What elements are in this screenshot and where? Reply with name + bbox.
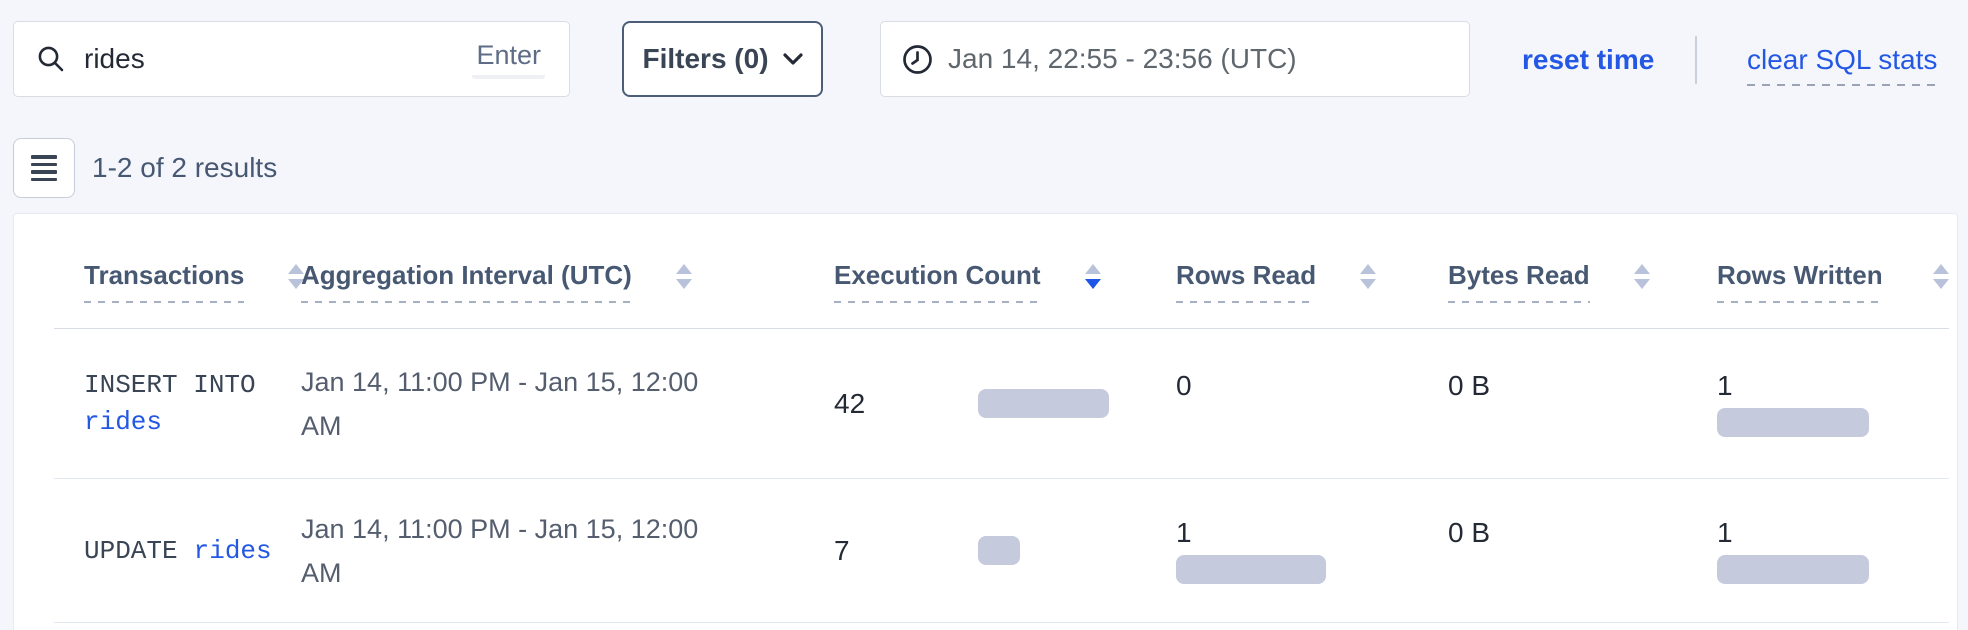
time-range-label: Jan 14, 22:55 - 23:56 (UTC) bbox=[948, 43, 1297, 74]
rows-written-bar bbox=[1717, 554, 1869, 584]
execution-count-bar bbox=[978, 389, 1109, 418]
cell-execution-count: 7 bbox=[834, 479, 1176, 622]
rows-read-bar bbox=[1176, 554, 1326, 584]
column-header-aggregation-interval[interactable]: Aggregation Interval (UTC) bbox=[301, 260, 834, 303]
cell-bytes-read: 0 B bbox=[1448, 516, 1491, 548]
filters-button[interactable]: Filters (0) bbox=[622, 21, 823, 97]
time-range-selector[interactable]: Jan 14, 22:55 - 23:56 (UTC) bbox=[880, 21, 1470, 97]
table-name-link[interactable]: rides bbox=[84, 407, 163, 437]
sort-icon[interactable] bbox=[1360, 264, 1377, 289]
sort-icon[interactable] bbox=[1633, 264, 1650, 289]
clock-icon bbox=[901, 43, 934, 76]
reset-time-link[interactable]: reset time bbox=[1522, 44, 1655, 75]
rows-written-bar bbox=[1717, 407, 1869, 437]
cell-transaction: UPDATE rides bbox=[84, 479, 301, 622]
chevron-down-icon bbox=[782, 52, 803, 66]
cell-rows-read: 0 bbox=[1176, 369, 1192, 401]
column-selector-button[interactable] bbox=[13, 138, 75, 198]
filters-label: Filters (0) bbox=[642, 43, 769, 74]
table-row: INSERT INTO rides Jan 14, 11:00 PM - Jan… bbox=[54, 329, 1949, 479]
results-count: 1-2 of 2 results bbox=[92, 152, 278, 183]
sort-icon[interactable] bbox=[1933, 264, 1949, 289]
cell-execution-count: 42 bbox=[834, 329, 1176, 478]
table-name-link[interactable]: rides bbox=[193, 535, 272, 566]
column-selector-icon bbox=[31, 155, 57, 181]
cell-bytes-read: 0 B bbox=[1448, 369, 1491, 401]
column-header-transactions[interactable]: Transactions bbox=[84, 260, 305, 303]
execution-count-bar bbox=[978, 536, 1020, 565]
search-input[interactable]: rides Enter bbox=[13, 21, 570, 97]
table-row: UPDATE rides Jan 14, 11:00 PM - Jan 15, … bbox=[54, 479, 1949, 623]
cell-rows-written: 1 bbox=[1717, 479, 1949, 622]
enter-key-hint: Enter bbox=[472, 40, 545, 79]
search-icon bbox=[36, 44, 66, 74]
search-value[interactable]: rides bbox=[84, 43, 145, 74]
transactions-table-card: Transactions Aggregation Interval (UTC) … bbox=[13, 213, 1958, 630]
column-header-execution-count[interactable]: Execution Count bbox=[834, 260, 1176, 303]
column-header-rows-read[interactable]: Rows Read bbox=[1176, 260, 1448, 303]
column-header-rows-written[interactable]: Rows Written bbox=[1717, 260, 1949, 303]
column-header-bytes-read[interactable]: Bytes Read bbox=[1448, 260, 1717, 303]
sql-keyword: INSERT INTO bbox=[84, 370, 256, 400]
cell-transaction: INSERT INTO rides bbox=[84, 329, 301, 478]
table-header: Transactions Aggregation Interval (UTC) … bbox=[54, 214, 1949, 329]
sort-icon[interactable] bbox=[288, 264, 305, 289]
sort-icon[interactable] bbox=[675, 264, 692, 289]
cell-aggregation-interval: Jan 14, 11:00 PM - Jan 15, 12:00 AM bbox=[301, 513, 699, 588]
cell-rows-written: 1 bbox=[1717, 329, 1949, 478]
sort-icon[interactable] bbox=[1084, 264, 1101, 289]
cell-rows-read: 1 bbox=[1176, 479, 1448, 622]
clear-sql-stats-link[interactable]: clear SQL stats bbox=[1747, 44, 1937, 96]
sql-keyword: UPDATE bbox=[84, 535, 178, 566]
toolbar-divider bbox=[1695, 36, 1697, 84]
cell-aggregation-interval: Jan 14, 11:00 PM - Jan 15, 12:00 AM bbox=[301, 366, 699, 441]
